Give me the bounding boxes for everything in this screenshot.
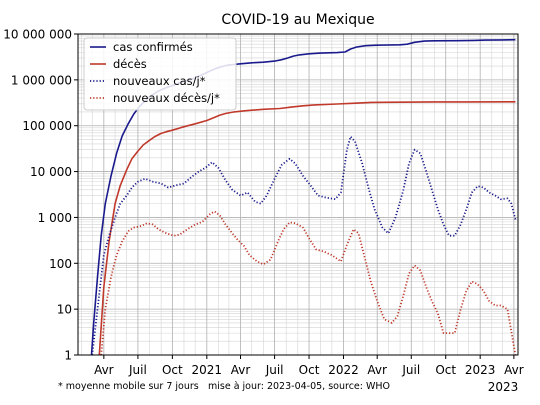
y-tick-label: 100 000 — [22, 119, 72, 133]
legend-label: nouveaux cas/j* — [113, 74, 206, 88]
legend-label: nouveaux décès/j* — [113, 91, 220, 105]
x-corner-label: 2023 — [488, 380, 519, 394]
x-tick-label: Oct — [435, 363, 456, 377]
x-tick-label: Avr — [504, 363, 524, 377]
y-axis: 1 10 100 1 000 10 000 100 000 1 000 000 10 000 … — [3, 28, 78, 363]
series-line-1 — [98, 101, 516, 356]
y-tick-label: 10 000 000 — [3, 28, 72, 42]
chart-title: COVID-19 au Mexique — [221, 12, 374, 28]
footnote-left: * moyenne mobile sur 7 jours — [58, 381, 199, 392]
x-axis: Avr Juil Oct 2021 Avr Juil Oct 2022 Avr Juil Oct 20… — [94, 355, 524, 377]
x-tick-label: 2021 — [192, 363, 223, 377]
series-line-2 — [91, 135, 517, 356]
plot-frame — [77, 33, 519, 356]
x-tick-label: Juil — [401, 363, 420, 377]
x-tick-label: Juil — [128, 363, 147, 377]
y-tick-label: 10 — [57, 303, 72, 317]
legend: cas confirmés décès nouveaux cas/j* nouveau… — [83, 37, 237, 111]
y-tick-label: 100 — [49, 257, 72, 271]
x-tick-label: Juil — [265, 363, 284, 377]
x-tick-label: 2023 — [465, 363, 496, 377]
y-tick-label: 10 000 — [30, 165, 72, 179]
legend-label: cas confirmés — [113, 40, 193, 54]
y-tick-label: 1 000 000 — [11, 73, 72, 87]
footnote-right: mise à jour: 2023-04-05, source: WHO — [208, 381, 390, 392]
legend-label: décès — [113, 57, 147, 71]
x-tick-label: 2022 — [328, 363, 359, 377]
x-tick-label: Avr — [367, 363, 387, 377]
y-tick-label: 1 — [64, 349, 72, 363]
series-line-3 — [100, 210, 517, 356]
y-tick-label: 1 000 — [38, 211, 72, 225]
legend-box — [83, 37, 237, 111]
x-tick-label: Oct — [162, 363, 183, 377]
x-tick-label: Avr — [94, 363, 114, 377]
x-tick-label: Avr — [231, 363, 251, 377]
x-tick-label: Oct — [299, 363, 320, 377]
grid — [78, 33, 518, 356]
